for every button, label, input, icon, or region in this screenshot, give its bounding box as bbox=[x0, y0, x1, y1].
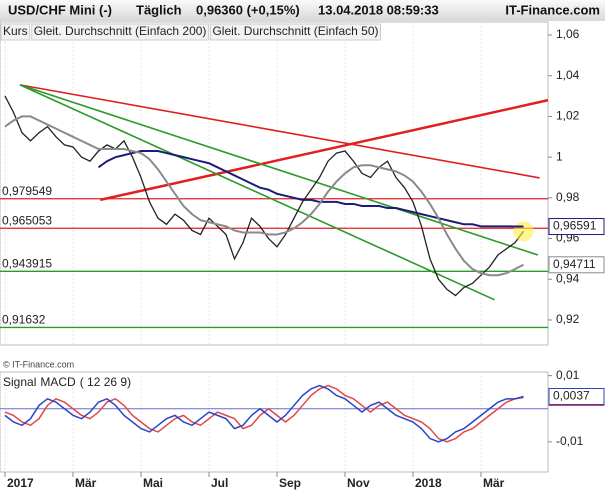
last-value-label: 0,0037 bbox=[553, 389, 590, 403]
y-tick-label: -0,01 bbox=[556, 434, 584, 448]
x-tick-label: 2018 bbox=[415, 476, 442, 490]
timestamp: 13.04.2018 08:59:33 bbox=[318, 2, 439, 17]
y-tick-label: 1 bbox=[556, 149, 563, 163]
trend-line bbox=[99, 98, 548, 202]
level-label: 0,91632 bbox=[2, 313, 46, 327]
legend-entry: Signal bbox=[3, 375, 36, 389]
brand: IT-Finance.com bbox=[505, 2, 600, 17]
labels: 2017 Mär Mai Jul Sep Nov 2018 Mär0,920,940,960,… bbox=[0, 23, 605, 490]
legend-box bbox=[0, 23, 31, 41]
last-price-highlight bbox=[513, 221, 534, 242]
copyright: © IT-Finance.com bbox=[3, 359, 74, 369]
series-line bbox=[4, 384, 524, 443]
series-line bbox=[4, 384, 524, 443]
series-line bbox=[97, 150, 524, 228]
interval: Täglich bbox=[136, 2, 182, 17]
last-value-box bbox=[548, 218, 605, 236]
last-value-label: 0,94711 bbox=[553, 257, 596, 271]
macd-parameters: ( 12 26 9) bbox=[80, 375, 131, 389]
quote: 0,96360 (+0,15%) bbox=[196, 2, 300, 17]
last-value-label: 0,96591 bbox=[553, 219, 597, 233]
y-tick-label: 1,04 bbox=[556, 68, 580, 82]
y-tick-label: 0,98 bbox=[556, 190, 580, 204]
header-bar bbox=[0, 0, 605, 21]
last-value-box bbox=[548, 388, 605, 406]
y-tick-label: 0,94 bbox=[556, 271, 580, 285]
macd-frame bbox=[0, 371, 549, 473]
x-tick-label: Nov bbox=[347, 476, 370, 490]
last-value-box bbox=[548, 256, 605, 274]
y-tick-label: 1,06 bbox=[556, 27, 580, 41]
x-tick-label: Mär bbox=[75, 476, 97, 490]
legend-box bbox=[31, 23, 209, 41]
legend-entry: MACD bbox=[40, 375, 76, 389]
trend-line bbox=[19, 84, 540, 179]
x-tick-label: Jul bbox=[211, 476, 228, 490]
level-label: 0,979549 bbox=[2, 184, 52, 198]
level-label: 0,943915 bbox=[2, 256, 52, 270]
trend-line bbox=[19, 84, 495, 301]
symbol: USD/CHF Mini (-) bbox=[8, 2, 112, 17]
series-line bbox=[4, 115, 524, 277]
legend-entry: Kurs bbox=[3, 24, 28, 38]
trend-line bbox=[19, 84, 539, 256]
x-tick-label: Mai bbox=[143, 476, 163, 490]
x-tick-label: Sep bbox=[279, 476, 301, 490]
legend-entry: Gleit. Durchschnitt (Einfach 200) bbox=[34, 24, 207, 38]
x-tick-label: Mär bbox=[483, 476, 505, 490]
macd-plot bbox=[0, 372, 548, 472]
plot-frame bbox=[0, 21, 549, 346]
y-tick-label: 0,01 bbox=[556, 368, 580, 382]
x-tick-label: 2017 bbox=[7, 476, 34, 490]
y-tick-label: 0,92 bbox=[556, 312, 580, 326]
price-plot: 0,979549 0,965053 0,943915 0,91632 bbox=[0, 22, 548, 345]
legend-box bbox=[209, 23, 382, 41]
y-tick-label: 1,02 bbox=[556, 109, 580, 123]
legend-entry: Gleit. Durchschnitt (Einfach 50) bbox=[212, 24, 378, 38]
level-label: 0,965053 bbox=[2, 213, 52, 227]
